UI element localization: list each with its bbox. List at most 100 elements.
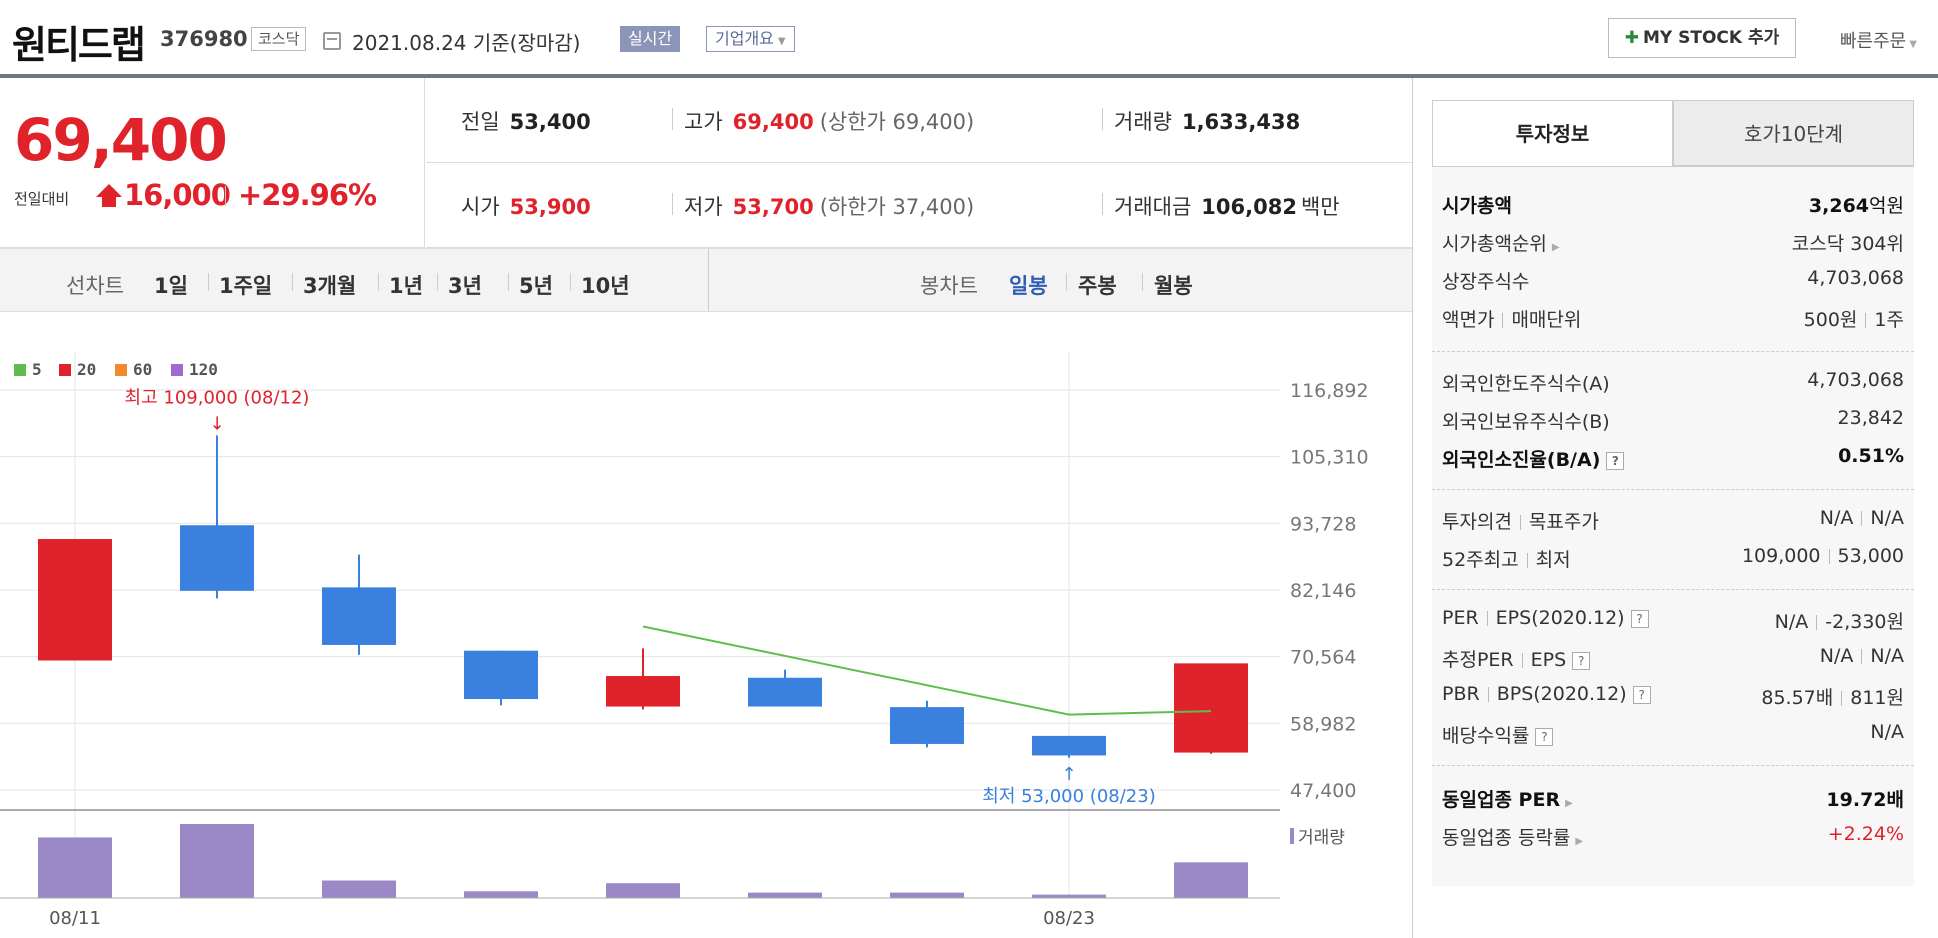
divider <box>672 193 673 215</box>
y-tick-label: 116,892 <box>1290 380 1369 402</box>
pbr-row: PBR BPS(2020.12)? 85.57배 811원 <box>1442 677 1904 713</box>
tab-weekly[interactable]: 주봉 <box>1078 274 1117 298</box>
open-price: 시가 53,900 <box>461 191 591 221</box>
foreign-limit-value: 4,703,068 <box>1807 369 1904 391</box>
industry-per-label-wrap: 동일업종 PER ▶ <box>1442 785 1573 812</box>
tab-3y[interactable]: 3년 <box>448 274 482 298</box>
opinion-value-wrap: N/A N/A <box>1820 507 1904 529</box>
tab-5y[interactable]: 5년 <box>519 274 553 298</box>
quote-summary: 69,400 전일대비 16,000 +29.96% 전일 53,400 고가 69… <box>0 78 1412 248</box>
divider <box>1861 649 1863 664</box>
help-icon[interactable]: ? <box>1630 609 1649 628</box>
target-label: 목표주가 <box>1528 511 1599 533</box>
chevron-down-icon: ▼ <box>1909 39 1917 50</box>
tab-1d[interactable]: 1일 <box>154 274 188 298</box>
volume-legend-swatch <box>1290 828 1294 844</box>
realtime-button[interactable]: 실시간 <box>620 26 681 52</box>
current-price: 69,400 <box>14 106 228 174</box>
pbr-value: 85.57배 <box>1761 687 1834 709</box>
chevron-down-icon: ▼ <box>777 36 786 47</box>
change-rate: +29.96% <box>238 178 377 212</box>
help-icon[interactable]: ? <box>1535 727 1554 746</box>
tab-monthly[interactable]: 월봉 <box>1154 274 1193 298</box>
week52-label-wrap: 52주최고 최저 <box>1442 545 1571 572</box>
y-tick-label: 82,146 <box>1290 580 1356 602</box>
divider <box>1816 615 1818 630</box>
line-chart-label: 선차트 <box>66 274 124 298</box>
est-per-label: 추정PER <box>1442 649 1514 671</box>
up-arrow-icon <box>96 184 122 207</box>
low-value: 53,700 <box>732 195 814 219</box>
prev-close-value: 53,400 <box>509 110 591 134</box>
week52-low-value: 53,000 <box>1837 545 1904 567</box>
tab-daily[interactable]: 일봉 <box>1009 274 1048 298</box>
tab-investment-info[interactable]: 투자정보 <box>1432 100 1673 166</box>
volume-bar <box>180 824 254 898</box>
foreign-ratio-label: 외국인소진율(B/A) <box>1442 449 1601 471</box>
help-icon[interactable]: ? <box>1632 685 1651 704</box>
foreign-held-row: 외국인보유주식수(B) 23,842 <box>1442 401 1904 437</box>
week52-high-label: 52주최고 <box>1442 549 1519 571</box>
pbr-label: PBR <box>1442 683 1480 705</box>
tab-10y[interactable]: 10년 <box>581 274 630 298</box>
open-label: 시가 <box>461 195 500 219</box>
par-value-label-wrap: 액면가 매매단위 <box>1442 305 1581 332</box>
pbr-value-wrap: 85.57배 811원 <box>1761 683 1904 710</box>
divider <box>378 273 379 291</box>
per-value: N/A <box>1774 611 1809 633</box>
volume-value: 1,633,438 <box>1181 110 1301 134</box>
industry-rate-label-wrap: 동일업종 등락률 ▶ <box>1442 823 1583 850</box>
divider <box>508 273 509 291</box>
company-overview-dropdown[interactable]: 기업개요 ▼ <box>706 26 795 52</box>
par-value-row: 액면가 매매단위 500원 1주 <box>1442 299 1904 335</box>
low-annotation: 최저 53,000 (08/23) <box>982 786 1155 807</box>
market-cap-label: 시가총액 <box>1442 195 1512 217</box>
par-value-wrap: 500원 1주 <box>1804 305 1904 332</box>
industry-rate-label: 동일업종 등락률 <box>1442 827 1571 849</box>
opinion-label: 투자의견 <box>1442 511 1512 533</box>
per-label-wrap: PER EPS(2020.12)? <box>1442 607 1649 629</box>
volume-bar <box>606 883 680 898</box>
volume-label: 거래량 <box>1114 110 1172 134</box>
lower-limit: (하한가 37,400) <box>819 195 975 219</box>
prev-close-label: 전일 <box>461 110 500 134</box>
tab-order-book[interactable]: 호가10단계 <box>1673 100 1914 166</box>
divider <box>1487 687 1489 702</box>
add-my-stock-button[interactable]: ✚ MY STOCK 추가 <box>1608 18 1796 58</box>
candle-down <box>464 650 538 700</box>
divider <box>1841 691 1843 706</box>
volume-bar <box>38 837 112 898</box>
panel-divider <box>1412 78 1413 938</box>
market-cap-rank-value: 코스닥 304위 <box>1791 233 1904 255</box>
candlestick-chart: 116,892 105,310 93,728 82,146 70,564 58,982 47… <box>0 312 1412 938</box>
foreign-held-value: 23,842 <box>1837 407 1904 429</box>
divider <box>570 273 571 291</box>
help-icon[interactable]: ? <box>1572 651 1591 670</box>
tab-1w[interactable]: 1주일 <box>219 274 273 298</box>
candle-chart-label: 봉차트 <box>920 274 978 298</box>
legend-label: 120 <box>189 360 218 379</box>
industry-per-row[interactable]: 동일업종 PER ▶ 19.72배 <box>1442 779 1904 815</box>
current-price-box: 69,400 전일대비 16,000 +29.96% <box>0 78 425 248</box>
tab-3m[interactable]: 3개월 <box>303 274 357 298</box>
quick-order-link[interactable]: 빠른주문 ▼ <box>1840 27 1917 53</box>
trade-amount-label: 거래대금 <box>1114 195 1192 219</box>
y-tick-label: 93,728 <box>1290 513 1356 535</box>
legend-swatch <box>14 364 26 376</box>
help-icon[interactable]: ? <box>1606 451 1625 470</box>
candle-down <box>322 587 396 645</box>
tab-1y[interactable]: 1년 <box>389 274 423 298</box>
high-value: 69,400 <box>732 110 814 134</box>
volume-bar <box>1032 894 1106 898</box>
y-tick-label: 47,400 <box>1290 780 1356 802</box>
market-badge: 코스닥 <box>251 27 307 51</box>
bps-value: 811원 <box>1850 687 1904 709</box>
est-eps-label: EPS <box>1530 649 1567 671</box>
candle-down <box>180 525 254 591</box>
upper-limit: (상한가 69,400) <box>819 110 975 134</box>
prev-close: 전일 53,400 <box>461 106 591 136</box>
industry-rate-row[interactable]: 동일업종 등락률 ▶ +2.24% <box>1442 817 1904 853</box>
y-tick-label: 105,310 <box>1290 447 1369 469</box>
market-cap-rank-row[interactable]: 시가총액순위 ▶ 코스닥 304위 <box>1442 223 1904 259</box>
stock-header: 원티드랩 376980 코스닥 2021.08.24 기준(장마감) 실시간 기… <box>0 0 1938 76</box>
